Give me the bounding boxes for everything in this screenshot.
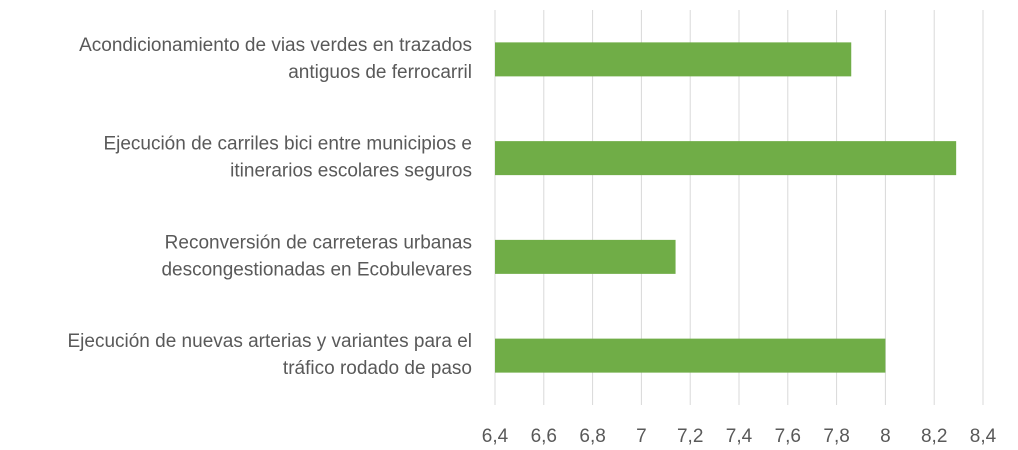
x-tick-label: 8,2 [921, 426, 947, 447]
bar [495, 239, 676, 274]
x-tick-label: 6,4 [482, 426, 509, 447]
y-tick-label: antiguos de ferrocarril [288, 62, 472, 83]
y-tick-label: Ejecución de nuevas arterias y variantes… [67, 331, 472, 352]
y-tick-label: Ejecución de carriles bici entre municip… [103, 134, 472, 155]
x-tick-label: 7,8 [823, 426, 849, 447]
x-tick-label: 6,6 [531, 426, 557, 447]
y-tick-label: descongestionadas en Ecobulevares [161, 259, 472, 280]
x-tick-label: 8 [880, 426, 891, 447]
x-tick-label: 8,4 [970, 426, 997, 447]
x-tick-label: 7,6 [775, 426, 801, 447]
x-tick-label: 7,4 [726, 426, 753, 447]
y-tick-label: tráfico rodado de paso [283, 358, 472, 379]
bar [495, 141, 957, 176]
y-tick-label: Acondicionamiento de vias verdes en traz… [79, 35, 472, 56]
bar [495, 42, 852, 77]
y-tick-label: Reconversión de carreteras urbanas [165, 232, 472, 253]
y-tick-label: itinerarios escolares seguros [230, 161, 472, 182]
x-tick-label: 7 [636, 426, 647, 447]
x-tick-label: 7,2 [677, 426, 703, 447]
bar [495, 338, 886, 373]
x-tick-label: 6,8 [579, 426, 605, 447]
